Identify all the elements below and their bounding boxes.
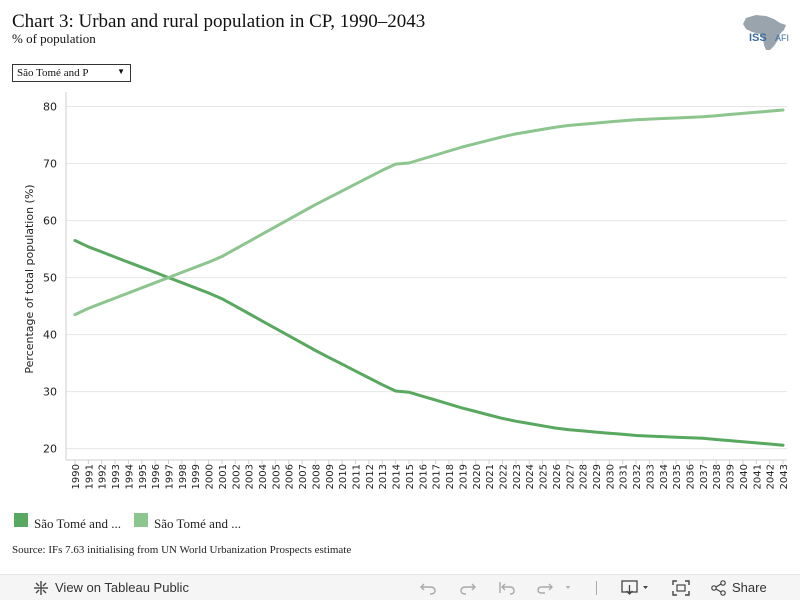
x-tick-label: 2036 (685, 464, 696, 489)
x-tick-label: 2034 (659, 464, 670, 489)
country-filter-dropdown[interactable]: São Tomé and P ▼ (12, 64, 131, 82)
x-tick-label: 2006 (285, 464, 296, 489)
x-tick-label: 2018 (445, 464, 456, 489)
x-tick-label: 2039 (726, 464, 737, 489)
y-tick-label: 70 (43, 158, 57, 171)
tableau-logo-icon (34, 581, 48, 595)
undo-button[interactable] (418, 579, 438, 597)
x-tick-label: 2015 (405, 464, 416, 489)
x-tick-label: 2030 (605, 464, 616, 489)
redo-icon (460, 583, 476, 595)
x-tick-label: 1993 (111, 464, 122, 489)
logo-text-right: AFI (775, 33, 789, 43)
x-tick-label: 2028 (579, 464, 590, 489)
iss-afi-logo: ISS AFI (743, 15, 789, 50)
x-tick-label: 1999 (191, 464, 202, 489)
revert-icon (499, 582, 515, 595)
logo-text-left: ISS (749, 32, 767, 44)
x-tick-label: 2025 (539, 464, 550, 489)
legend-label-series-1: São Tomé and ... (34, 516, 121, 531)
x-tick-label: 2022 (498, 464, 509, 489)
legend-swatch-series-1 (14, 513, 28, 527)
chevron-down-icon: ▼ (117, 67, 125, 76)
x-tick-label: 1990 (71, 464, 82, 489)
x-tick-label: 2031 (619, 464, 630, 489)
x-tick-label: 2012 (365, 464, 376, 489)
x-tick-label: 2010 (338, 464, 349, 489)
redo-button[interactable] (458, 579, 478, 597)
x-tick-label: 2021 (485, 464, 496, 489)
x-tick-label: 2020 (472, 464, 483, 489)
x-tick-label: 2026 (552, 464, 563, 489)
series-line-2 (73, 108, 785, 317)
share-button[interactable]: Share (710, 579, 770, 597)
x-tick-label: 2032 (632, 464, 643, 489)
x-tick-label: 2011 (352, 464, 363, 489)
download-icon (621, 580, 648, 595)
x-tick-label: 2042 (766, 464, 777, 489)
y-axis-label: Percentage of total population (%) (23, 184, 36, 373)
x-tick-label: 2003 (245, 464, 256, 489)
x-tick-label: 2024 (525, 464, 536, 489)
x-tick-label: 2000 (205, 464, 216, 489)
x-tick-label: 2038 (712, 464, 723, 489)
x-tick-label: 2009 (325, 464, 336, 489)
y-tick-label: 60 (43, 215, 57, 228)
x-tick-label: 2002 (231, 464, 242, 489)
tableau-toolbar: View on Tableau Public (0, 574, 800, 600)
x-tick-label: 1992 (98, 464, 109, 489)
share-label: Share (732, 580, 767, 595)
x-tick-label: 2007 (298, 464, 309, 489)
y-tick-label: 20 (43, 443, 57, 456)
x-tick-label: 1997 (165, 464, 176, 489)
x-tick-label: 2016 (418, 464, 429, 489)
revert-button[interactable] (497, 579, 517, 597)
x-tick-label: 2033 (645, 464, 656, 489)
x-tick-label: 2014 (392, 464, 403, 489)
chart-subtitle: % of population (12, 31, 96, 46)
y-tick-label: 50 (43, 272, 57, 285)
x-tick-label: 2005 (271, 464, 282, 489)
x-tick-label: 2027 (565, 464, 576, 489)
chart-title: Chart 3: Urban and rural population in C… (12, 11, 426, 32)
x-tick-label: 2029 (592, 464, 603, 489)
x-tick-label: 2043 (779, 464, 790, 489)
x-tick-label: 2019 (458, 464, 469, 489)
x-tick-label: 2023 (512, 464, 523, 489)
x-tick-label: 2040 (739, 464, 750, 489)
x-tick-label: 1996 (151, 464, 162, 489)
africa-map-icon (743, 15, 786, 50)
x-tick-label: 2041 (752, 464, 763, 489)
x-tick-label: 2004 (258, 464, 269, 489)
x-tick-label: 2035 (672, 464, 683, 489)
x-tick-label: 2013 (378, 464, 389, 489)
undo-icon (420, 583, 436, 595)
series-line-1 (73, 239, 785, 447)
download-button[interactable] (621, 579, 653, 597)
x-tick-label: 1998 (178, 464, 189, 489)
x-tick-label: 2001 (218, 464, 229, 489)
share-icon (711, 580, 726, 596)
refresh-button[interactable] (535, 579, 575, 597)
legend-swatch-series-2 (134, 513, 148, 527)
y-tick-label: 30 (43, 386, 57, 399)
x-tick-label: 1994 (124, 464, 135, 489)
view-on-tableau-label: View on Tableau Public (55, 580, 189, 595)
x-tick-label: 2017 (432, 464, 443, 489)
x-tick-label: 1991 (84, 464, 95, 489)
toolbar-divider (596, 581, 597, 595)
x-tick-label: 1995 (138, 464, 149, 489)
refresh-icon (537, 583, 570, 594)
legend-label-series-2: São Tomé and ... (154, 516, 241, 531)
source-note: Source: IFs 7.63 initialising from UN Wo… (12, 544, 352, 556)
fullscreen-icon (672, 580, 690, 596)
country-filter-value: São Tomé and P (17, 67, 89, 79)
y-tick-label: 40 (43, 329, 57, 342)
x-tick-label: 2037 (699, 464, 710, 489)
y-tick-label: 80 (43, 101, 57, 114)
fullscreen-button[interactable] (671, 579, 691, 597)
x-tick-label: 2008 (311, 464, 322, 489)
